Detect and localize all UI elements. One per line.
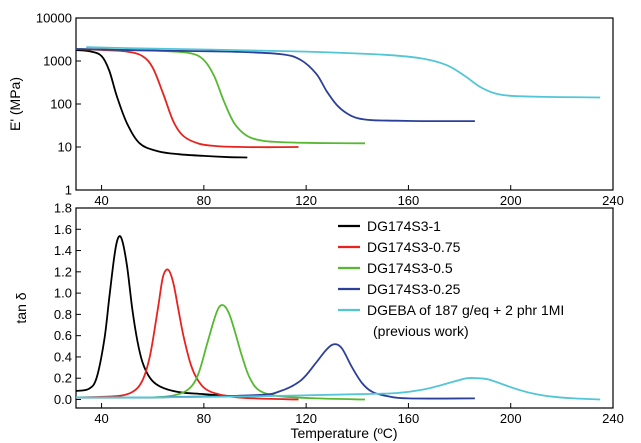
bottom-x-tick-label: 200 (500, 411, 522, 426)
legend-label: DG174S3-1 (367, 218, 441, 234)
bottom-x-tick-label: 120 (295, 411, 317, 426)
bottom-series-line-2 (75, 304, 366, 401)
bottom-y-tick-label: 1.0 (54, 286, 72, 301)
bottom-series-line-3 (75, 343, 475, 400)
bottom-series (75, 235, 601, 401)
tan-delta-panel: 0.0 0.2 0.4 0.6 0.8 1.0 1.2 1.4 1.6 1.8 40 80 120 16… (13, 201, 624, 442)
bottom-y-tick-label: 0.4 (54, 349, 72, 364)
bottom-y-tick-label: 0.2 (54, 371, 72, 386)
bottom-y-tick-label: 0.6 (54, 328, 72, 343)
bottom-x-tick-label: 40 (94, 411, 108, 426)
top-plot-frame (75, 17, 614, 191)
top-y-tick-label: 100 (50, 97, 72, 112)
top-x-tick-label: 160 (398, 193, 420, 208)
top-x-tick-label: 40 (94, 193, 108, 208)
bottom-y-axis-label: tan δ (13, 292, 29, 323)
top-series-line-2 (75, 48, 366, 145)
bottom-y-tick-label: 0.8 (54, 307, 72, 322)
top-series-line-4 (86, 46, 601, 99)
top-series-line-0 (75, 49, 248, 159)
x-axis-label: Temperature (ºC) (290, 425, 397, 441)
top-series (75, 46, 601, 159)
bottom-x-ticks: 40 80 120 160 200 240 (94, 403, 624, 426)
top-x-tick-label: 200 (500, 193, 522, 208)
top-x-ticks: 40 80 120 160 200 240 (94, 185, 624, 208)
bottom-y-tick-label: 1.8 (54, 201, 72, 216)
top-y-tick-label: 10 (58, 140, 72, 155)
top-y-tick-label: 1 (65, 183, 72, 198)
legend-label: DG174S3-0.75 (367, 239, 461, 255)
top-x-tick-label: 120 (295, 193, 317, 208)
top-y-axis-label: E' (MPa) (7, 77, 23, 131)
legend: DG174S3-1 DG174S3-0.75 DG174S3-0.5 DG174S3-… (338, 218, 564, 339)
top-y-tick-label: 10000 (36, 11, 72, 26)
legend-label-line2: (previous work) (373, 323, 469, 339)
bottom-y-tick-label: 1.6 (54, 222, 72, 237)
top-y-tick-label: 1000 (43, 54, 72, 69)
top-x-tick-label: 80 (197, 193, 211, 208)
storage-modulus-panel: 1 10 100 1000 10000 40 80 120 160 200 240 E' (MPa… (7, 11, 624, 209)
top-series-line-3 (75, 48, 475, 123)
bottom-y-tick-label: 0.0 (54, 392, 72, 407)
top-series-line-1 (75, 48, 299, 149)
bottom-series-line-0 (75, 235, 248, 399)
bottom-plot-frame (75, 207, 614, 409)
legend-label: DG174S3-0.25 (367, 281, 461, 297)
top-y-ticks: 1 10 100 1000 10000 (36, 11, 81, 198)
bottom-x-tick-label: 160 (398, 411, 420, 426)
legend-label: DGEBA of 187 g/eq + 2 phr 1MI (367, 302, 564, 318)
bottom-x-tick-label: 240 (602, 411, 624, 426)
bottom-y-tick-label: 1.4 (54, 243, 72, 258)
top-x-tick-label: 240 (602, 193, 624, 208)
bottom-y-tick-label: 1.2 (54, 264, 72, 279)
bottom-series-line-4 (75, 377, 601, 401)
bottom-y-ticks: 0.0 0.2 0.4 0.6 0.8 1.0 1.2 1.4 1.6 1.8 (54, 201, 81, 407)
legend-label: DG174S3-0.5 (367, 260, 453, 276)
bottom-x-tick-label: 80 (197, 411, 211, 426)
bottom-series-line-1 (75, 268, 299, 401)
